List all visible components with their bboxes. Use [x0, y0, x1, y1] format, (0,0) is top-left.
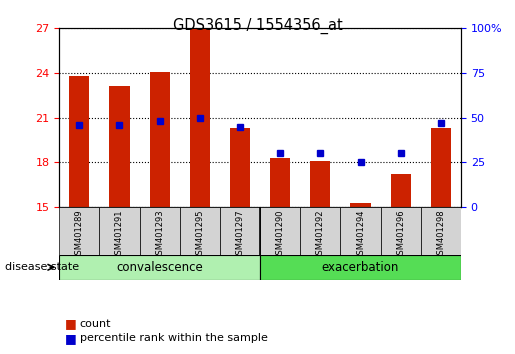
Text: GSM401298: GSM401298 — [436, 210, 445, 260]
Bar — [270, 158, 290, 207]
Bar — [99, 207, 140, 255]
Text: GSM401296: GSM401296 — [396, 210, 405, 260]
Text: GSM401294: GSM401294 — [356, 210, 365, 260]
Bar — [390, 174, 410, 207]
Text: GSM401292: GSM401292 — [316, 210, 325, 260]
Text: exacerbation: exacerbation — [322, 261, 399, 274]
Text: GSM401293: GSM401293 — [155, 210, 164, 260]
Text: GSM401297: GSM401297 — [235, 210, 245, 260]
Bar — [180, 207, 220, 255]
Bar — [220, 207, 260, 255]
Bar — [140, 207, 180, 255]
Bar — [260, 255, 461, 280]
Bar — [149, 72, 169, 207]
Bar — [350, 202, 370, 207]
Bar — [431, 128, 451, 207]
Bar — [69, 76, 89, 207]
Bar — [300, 207, 340, 255]
Bar — [109, 86, 129, 207]
Bar — [310, 161, 330, 207]
Bar — [340, 207, 381, 255]
Bar — [190, 28, 210, 207]
Text: disease state: disease state — [5, 262, 79, 272]
Text: ■: ■ — [64, 318, 76, 330]
Bar — [230, 128, 250, 207]
Text: GDS3615 / 1554356_at: GDS3615 / 1554356_at — [173, 18, 342, 34]
Bar — [421, 207, 461, 255]
Bar — [59, 207, 99, 255]
Text: GSM401291: GSM401291 — [115, 210, 124, 260]
Text: ■: ■ — [64, 332, 76, 344]
Bar — [260, 207, 300, 255]
Text: percentile rank within the sample: percentile rank within the sample — [80, 333, 268, 343]
Text: GSM401295: GSM401295 — [195, 210, 204, 260]
Text: GSM401290: GSM401290 — [276, 210, 285, 260]
Text: convalescence: convalescence — [116, 261, 203, 274]
Bar — [381, 207, 421, 255]
Text: GSM401289: GSM401289 — [75, 210, 84, 260]
Text: count: count — [80, 319, 111, 329]
Bar — [59, 255, 260, 280]
